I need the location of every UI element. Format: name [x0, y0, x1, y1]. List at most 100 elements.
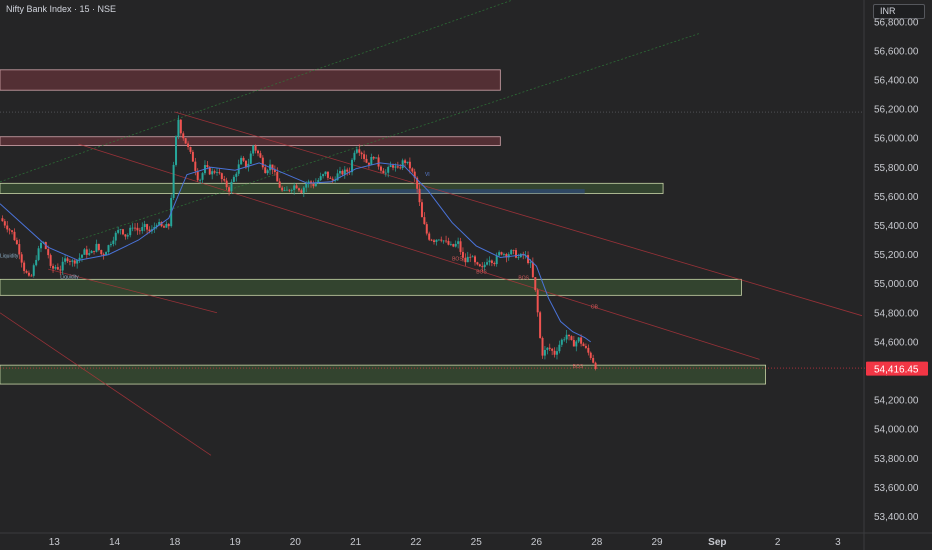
- candle: [319, 172, 322, 182]
- candle: [52, 263, 55, 273]
- candle-body: [404, 160, 407, 163]
- candle: [418, 184, 421, 207]
- moving-average-line: [0, 162, 591, 343]
- candle-body: [85, 249, 88, 255]
- candle: [179, 118, 182, 136]
- candle-body: [490, 260, 493, 264]
- candle-body: [8, 229, 11, 231]
- candle-body: [411, 168, 414, 172]
- candle-body: [172, 164, 175, 198]
- candle: [486, 258, 489, 266]
- candle: [114, 231, 117, 246]
- candle: [182, 131, 185, 141]
- candle: [382, 168, 385, 174]
- candle: [242, 156, 245, 162]
- candle: [107, 244, 110, 255]
- candle-body: [570, 336, 573, 340]
- candle-body: [396, 166, 399, 168]
- candle-body: [584, 346, 587, 348]
- candle: [452, 243, 455, 248]
- price-tick-label: 56,400.00: [874, 76, 919, 87]
- candle: [175, 135, 178, 167]
- candle-body: [312, 183, 315, 187]
- candle-body: [27, 272, 30, 276]
- candle-body: [336, 173, 339, 181]
- candle: [134, 223, 137, 232]
- candle-body: [107, 245, 110, 253]
- candle-body: [326, 171, 329, 178]
- candle-body: [143, 224, 146, 228]
- candle: [129, 225, 132, 238]
- candle: [577, 336, 580, 344]
- candle-body: [563, 339, 566, 341]
- candle: [322, 173, 325, 179]
- candle-body: [220, 173, 223, 180]
- candle-body: [449, 244, 452, 245]
- candle: [469, 253, 472, 262]
- candle-body: [201, 173, 204, 180]
- candle-body: [39, 242, 42, 249]
- candle: [437, 239, 440, 241]
- candle: [35, 255, 38, 267]
- candle-body: [534, 277, 537, 291]
- candle: [341, 169, 344, 177]
- candle: [109, 241, 112, 248]
- candle: [457, 237, 460, 249]
- candle: [430, 238, 433, 242]
- candle-body: [23, 262, 26, 271]
- candle: [184, 138, 187, 144]
- price-tick-label: 55,600.00: [874, 192, 919, 203]
- candle: [126, 233, 129, 240]
- candle: [199, 178, 202, 184]
- candle-body: [83, 249, 86, 255]
- candle-body: [228, 187, 231, 192]
- candle: [592, 354, 595, 364]
- candle: [464, 253, 467, 266]
- candle-body: [134, 227, 137, 229]
- candle-body: [30, 275, 33, 277]
- candle-body: [191, 151, 194, 162]
- candle-body: [184, 138, 187, 144]
- candle-body: [408, 161, 411, 169]
- candle: [66, 256, 69, 263]
- candle: [326, 171, 329, 181]
- candle: [32, 263, 35, 278]
- candle: [358, 144, 361, 156]
- candle-body: [293, 185, 296, 190]
- time-tick-label: 3: [835, 537, 841, 548]
- annotation-label: Liquidity: [0, 253, 19, 259]
- candle: [266, 168, 269, 176]
- candle-body: [177, 119, 180, 137]
- time-tick-label: 20: [290, 537, 302, 548]
- price-axis[interactable]: 56,800.00 56,600.00 56,400.00 56,200.00 56,0…: [874, 17, 919, 523]
- candle-body: [379, 166, 382, 171]
- candle-body: [187, 143, 190, 147]
- candle: [102, 252, 105, 260]
- candle-body: [216, 172, 219, 173]
- candle: [49, 253, 52, 269]
- time-tick-label: 22: [410, 537, 422, 548]
- candle: [351, 158, 354, 176]
- candle-body: [317, 180, 320, 183]
- candle: [39, 240, 42, 253]
- candle: [404, 158, 407, 168]
- candle: [401, 158, 404, 171]
- candle-body: [112, 240, 115, 245]
- candle-body: [560, 339, 563, 345]
- candle-body: [80, 254, 83, 258]
- candle-body: [97, 243, 100, 250]
- candle: [589, 351, 592, 360]
- annotation-label: Liquidity: [60, 275, 79, 281]
- time-axis[interactable]: 13 14 18 19 20 21 22 25 26 28 29 Sep 2 3: [49, 537, 841, 548]
- candle-body: [3, 221, 6, 226]
- currency-badge[interactable]: INR: [873, 4, 925, 19]
- candle: [138, 227, 141, 235]
- candle-body: [577, 337, 580, 342]
- candle-body: [536, 290, 539, 313]
- candle: [490, 259, 493, 267]
- candle: [387, 165, 390, 178]
- candle-body: [377, 157, 380, 167]
- candle-body: [476, 262, 479, 265]
- candle: [254, 144, 257, 154]
